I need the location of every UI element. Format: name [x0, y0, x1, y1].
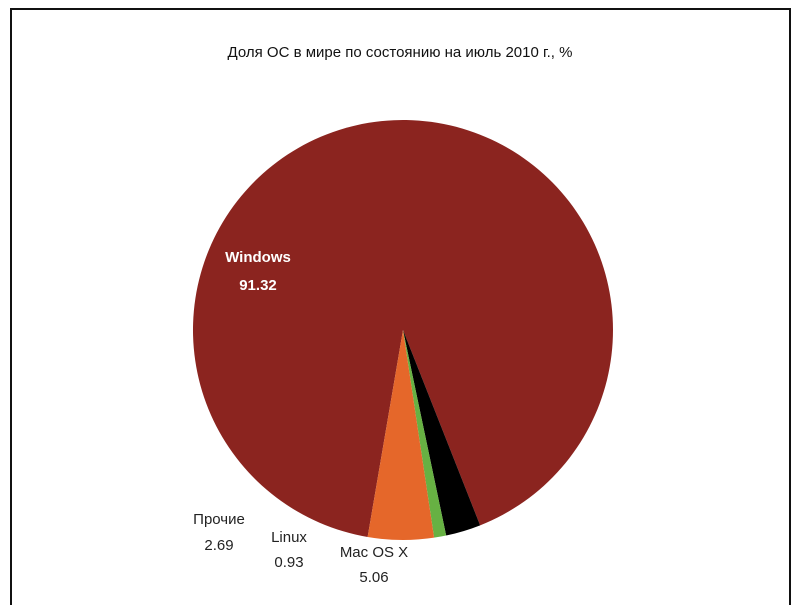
slice-label-linux: Linux: [271, 529, 307, 546]
slice-value-other: 2.69: [204, 537, 233, 554]
slice-label-other: Прочие: [193, 511, 245, 528]
slice-label-windows: Windows: [225, 249, 291, 266]
slice-value-windows: 91.32: [239, 277, 277, 294]
slice-other: [403, 330, 481, 536]
slice-value-macosx: 5.06: [359, 569, 388, 586]
slice-linux: [403, 330, 447, 538]
pie-slices: [192, 120, 613, 540]
slice-value-linux: 0.93: [274, 554, 303, 571]
slice-label-macosx: Mac OS X: [340, 544, 408, 561]
chart-title: Доля ОС в мире по состоянию на июль 2010…: [228, 44, 573, 61]
slice-macosx: [367, 330, 435, 540]
slice-windows: [192, 120, 613, 538]
